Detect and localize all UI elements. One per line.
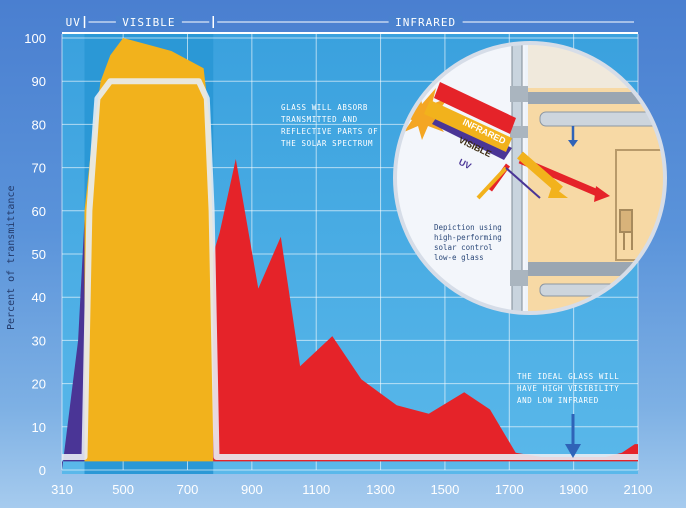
annotation-absorb-line: REFLECTIVE PARTS OF (281, 127, 378, 136)
band-label-infrared: INFRARED (395, 16, 456, 29)
inset-caption-line: high-performing (434, 233, 502, 242)
annotation-absorb-line: THE SOLAR SPECTRUM (281, 139, 373, 148)
band-label-background (115, 16, 182, 28)
area-infrared (213, 159, 638, 462)
y-tick-label: 20 (32, 377, 46, 392)
area-visible (84, 38, 214, 462)
y-tick-label: 50 (32, 247, 46, 262)
inset-caption-line: low-e glass (434, 253, 484, 262)
spectrum-areas (62, 38, 638, 470)
y-tick-label: 40 (32, 290, 46, 305)
x-axis-ticks: 310 500 700 900 1100 1300 1500 1700 1900 2100 (51, 482, 652, 497)
annotation-absorb: GLASS WILL ABSORB TRANSMITTED AND REFLEC… (281, 103, 383, 148)
area-uv (62, 219, 85, 470)
annotation-ideal-line: HAVE HIGH VISIBILITY (517, 384, 619, 393)
ideal-glass-curve (62, 78, 638, 460)
y-tick-label: 80 (32, 117, 46, 132)
y-axis-label: Percent of transmittance (6, 186, 17, 331)
annotation-ideal-line: AND LOW INFRARED (517, 396, 599, 405)
band-label-background (60, 16, 87, 28)
x-tick-label: 1700 (495, 482, 524, 497)
y-tick-label: 90 (32, 74, 46, 89)
y-tick-label: 10 (32, 420, 46, 435)
band-label-background (388, 16, 463, 28)
annotation-ideal: THE IDEAL GLASS WILL HAVE HIGH VISIBILIT… (517, 372, 624, 405)
x-tick-label: 2100 (624, 482, 653, 497)
annotation-absorb-line: GLASS WILL ABSORB (281, 103, 368, 112)
inset-caption-line: solar control (434, 243, 493, 252)
y-tick-label: 70 (32, 161, 46, 176)
x-tick-label: 310 (51, 482, 73, 497)
y-tick-label: 60 (32, 204, 46, 219)
inset-caption-line: Depiction using (434, 223, 502, 232)
x-tick-label: 700 (177, 482, 199, 497)
x-tick-label: 1100 (302, 482, 330, 497)
x-tick-label: 1900 (559, 482, 588, 497)
inset-caption: Depiction using high-performing solar co… (434, 223, 506, 262)
ray-label-uv: UV (457, 157, 473, 171)
annotation-absorb-line: TRANSMITTED AND (281, 115, 358, 124)
y-tick-label: 100 (24, 31, 46, 46)
x-tick-label: 500 (112, 482, 134, 497)
band-label-uv: UV (66, 16, 81, 29)
annotation-ideal-line: THE IDEAL GLASS WILL (517, 372, 619, 381)
y-tick-label: 0 (39, 463, 46, 478)
x-tick-label: 900 (241, 482, 263, 497)
x-tick-label: 1300 (366, 482, 395, 497)
down-arrow-icon (565, 414, 581, 458)
y-axis-ticks: 0 10 20 30 40 50 60 70 80 90 100 (24, 31, 46, 478)
y-tick-label: 30 (32, 333, 46, 348)
x-tick-label: 1500 (430, 482, 459, 497)
band-header: UV VISIBLE INFRARED (60, 16, 638, 34)
band-label-visible: VISIBLE (122, 16, 175, 29)
